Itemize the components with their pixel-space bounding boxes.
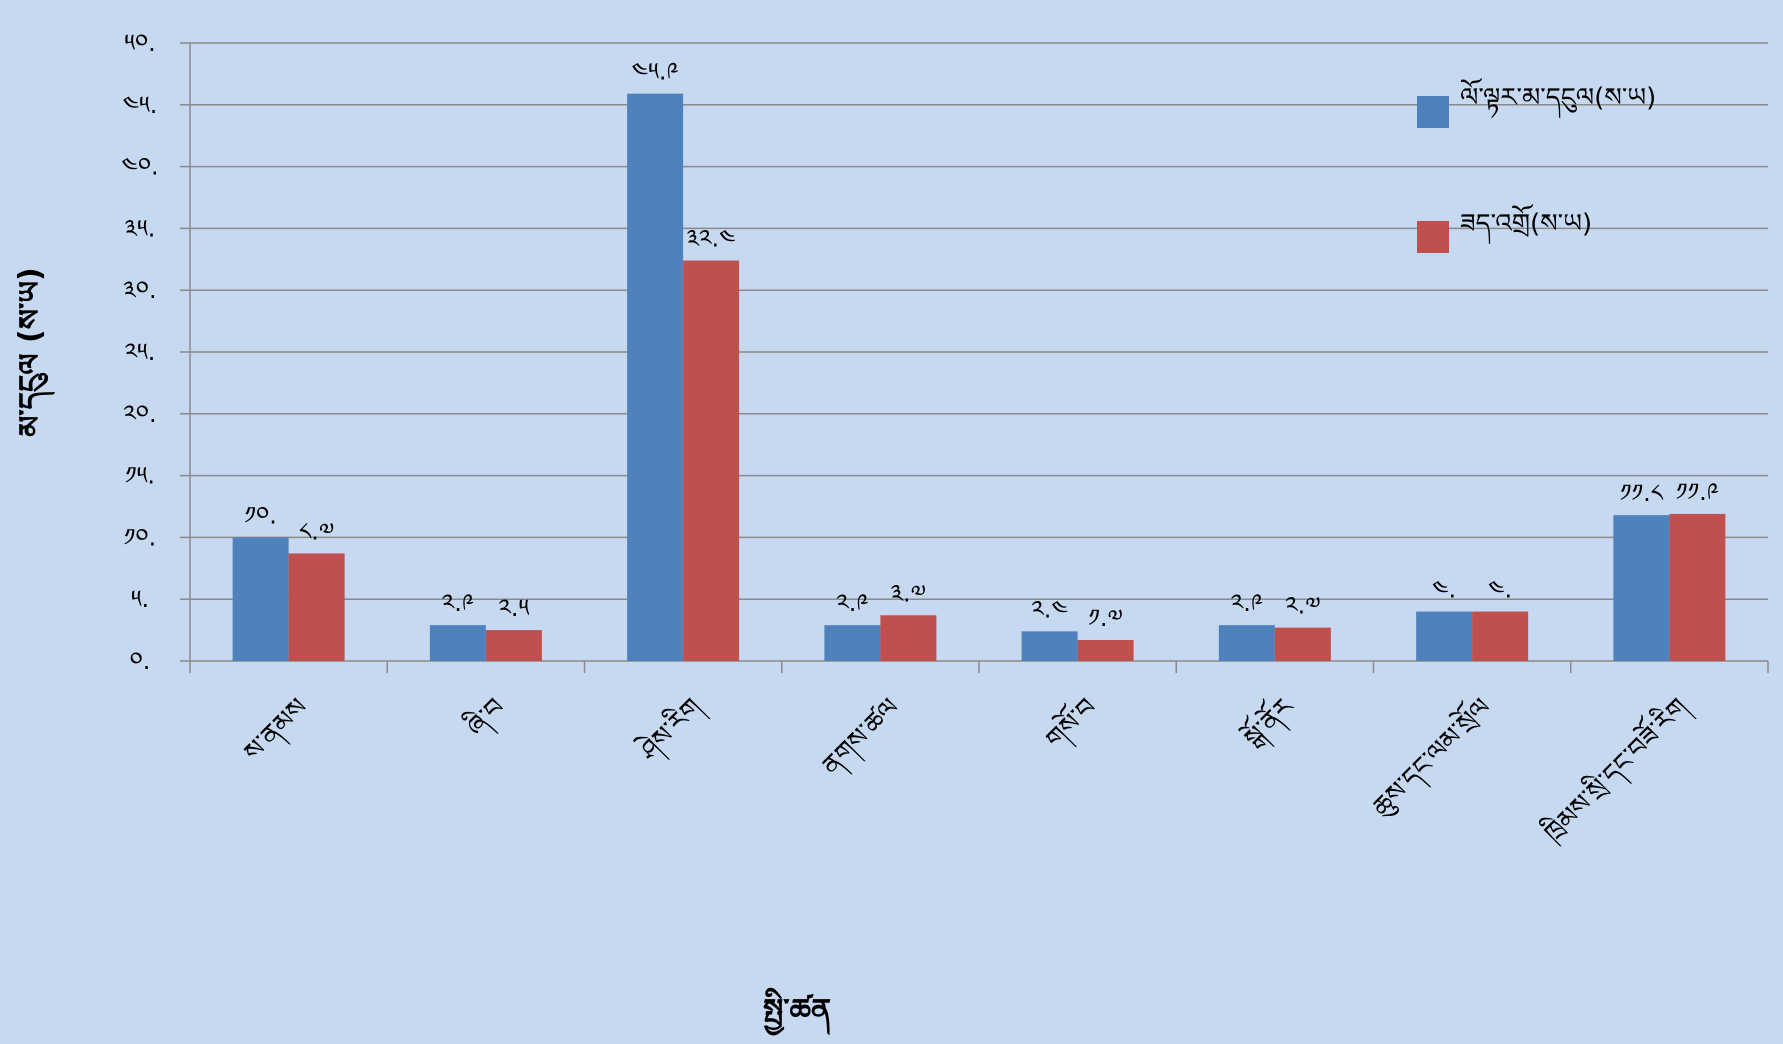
data-label-series-2: ༢.༥ xyxy=(498,594,529,622)
data-label-series-1: ༤. xyxy=(1432,576,1456,604)
y-tick-label: ༤༥. xyxy=(123,91,158,119)
data-label-series-1: ༢.༩ xyxy=(836,589,868,617)
bar-series-2 xyxy=(1077,639,1134,661)
bar-series-2 xyxy=(683,260,740,661)
bar-series-1 xyxy=(627,93,684,661)
data-label-series-2: ༡༡.༩ xyxy=(1676,478,1719,506)
y-tick-label: ༠. xyxy=(130,647,151,675)
x-category-label: སྒོ་ནོར xyxy=(1233,686,1305,758)
data-label-series-1: ༡༡.༨ xyxy=(1620,479,1664,507)
bar-layer xyxy=(232,93,1726,661)
y-tick-label: ༤༠. xyxy=(121,153,158,181)
data-label-series-2: ༣.༧ xyxy=(891,579,926,607)
x-axis-title: སྤྱི་ཚན xyxy=(763,987,831,1036)
x-category-label: གསོ་བ xyxy=(1036,688,1107,759)
bar-series-1 xyxy=(232,537,289,661)
bar-series-2 xyxy=(880,615,937,661)
bar-series-2 xyxy=(1669,513,1726,661)
x-category-label: ཤེས་རིག xyxy=(630,689,712,771)
y-tick-label: ༥. xyxy=(131,585,149,613)
data-label-series-1: ༢.༩ xyxy=(442,589,474,617)
data-label-series-2: ༨.༧ xyxy=(299,517,334,545)
x-category-label: ཁྲིམས་སྲི་དང་བཟོ་རིག xyxy=(1533,687,1699,853)
bar-series-1 xyxy=(1021,631,1078,661)
y-tick-label: ༥༠. xyxy=(124,29,156,57)
y-tick-label: ༣༥. xyxy=(125,214,156,242)
axis-layer: ༠. ༥. ༡༠. ༡༥. ༢༠. ༢༥. ༣༠. ༣༥. ༤༠. ༤༥. ༥༠. ས་ནམས ཞི་བ… xyxy=(121,29,1769,853)
bar-series-1 xyxy=(1218,625,1275,661)
legend-label-series-1: ལོ་ལྟར་མ་དངུལ(ས་ཡ) xyxy=(1460,77,1656,119)
y-tick-label: ༢༠. xyxy=(123,400,156,428)
bar-series-2 xyxy=(1472,611,1529,661)
bar-series-2 xyxy=(485,630,542,661)
y-tick-label: ༣༠. xyxy=(123,276,156,304)
data-label-series-1: ༢.༩ xyxy=(1231,589,1263,617)
data-label-series-2: ༢.༧ xyxy=(1285,592,1320,620)
x-category-label: ཆུས་དང་ལམ་སྲོལ xyxy=(1363,688,1502,827)
legend: ལོ་ལྟར་མ་དངུལ(ས་ཡ) ཟད་འགྲོ(ས་ཡ) xyxy=(1417,77,1656,253)
bar-series-1 xyxy=(1613,515,1670,661)
y-axis-title: མ་དངུལ (ས་ཡ) xyxy=(13,267,56,436)
data-label-series-1: ༡༠. xyxy=(244,501,276,529)
y-tick-label: ༡༥. xyxy=(125,462,155,490)
legend-swatch-series-2 xyxy=(1417,221,1449,253)
data-label-layer: ༡༠. ༢.༩ ༤༥.༩ ༢.༩ ༢.༤ ༢.༩ ༤. ༡༡.༨ ༨.༧ ༢.༥ ༣༢.༤ ༣.༧ ༡.… xyxy=(244,58,1718,632)
bar-series-2 xyxy=(1274,627,1331,661)
legend-label-series-2: ཟད་འགྲོ(ས་ཡ) xyxy=(1460,203,1592,245)
y-tick-label: ༢༥. xyxy=(125,338,156,366)
data-label-series-1: ༢.༤ xyxy=(1031,595,1068,623)
data-label-series-2: ༤. xyxy=(1488,576,1512,604)
bar-series-1 xyxy=(429,625,486,661)
bar-series-1 xyxy=(1416,611,1473,661)
bar-series-1 xyxy=(824,625,881,661)
bar-series-2 xyxy=(288,553,345,661)
data-label-series-2: ༡.༧ xyxy=(1088,604,1123,632)
x-category-label: ས་ནམས xyxy=(239,693,318,772)
data-label-series-1: ༤༥.༩ xyxy=(632,58,679,86)
x-category-label: ནགས་ཚལ xyxy=(817,693,910,786)
data-label-series-2: ༣༢.༤ xyxy=(687,225,736,253)
grid-layer xyxy=(190,42,1768,600)
legend-swatch-series-1 xyxy=(1417,96,1449,128)
x-category-label: ཞི་བ xyxy=(458,689,516,747)
y-tick-label: ༡༠. xyxy=(124,523,156,551)
